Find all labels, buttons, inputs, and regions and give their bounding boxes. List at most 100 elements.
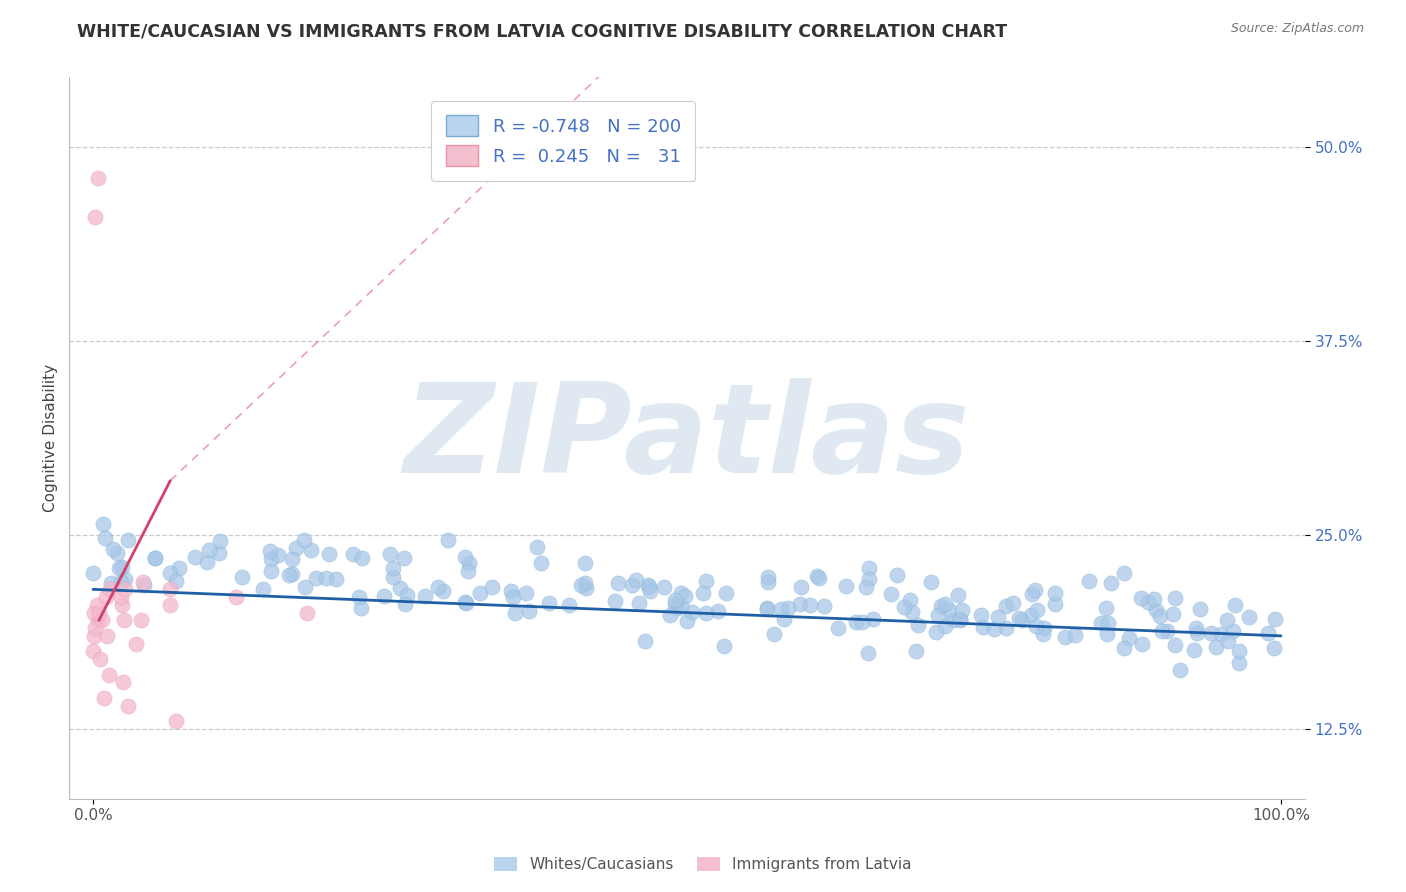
Point (946, 588, 969, 602)
Point (1227, 656, 1250, 670)
Point (1144, 603, 1167, 617)
Point (94, 531, 117, 545)
Point (1095, 626, 1118, 640)
Point (676, 615, 699, 629)
Point (1149, 608, 1171, 623)
Point (1237, 610, 1260, 624)
Point (225, 590, 247, 604)
Point (515, 585, 537, 599)
Point (294, 581, 316, 595)
Point (413, 590, 436, 604)
Point (1201, 626, 1223, 640)
Point (1168, 663, 1191, 677)
Point (1032, 627, 1054, 641)
Point (1032, 622, 1054, 636)
Point (695, 574, 717, 589)
Point (931, 599, 953, 614)
Point (502, 590, 524, 604)
Legend: R = -0.748   N = 200, R =  0.245   N =   31: R = -0.748 N = 200, R = 0.245 N = 31 (432, 101, 696, 180)
Point (1218, 633, 1240, 648)
Point (96, 629, 118, 643)
Point (1164, 638, 1187, 652)
Point (132, 574, 155, 589)
Point (457, 564, 479, 578)
Point (93, 690, 115, 705)
Point (159, 582, 181, 597)
Point (1043, 597, 1066, 611)
Point (373, 590, 395, 604)
Point (987, 610, 1010, 624)
Point (82, 566, 104, 581)
Point (851, 615, 873, 629)
Point (91, 517, 114, 532)
Point (1184, 621, 1206, 635)
Point (381, 561, 404, 575)
Point (96, 590, 118, 604)
Point (83, 629, 105, 643)
Point (112, 675, 135, 690)
Point (770, 602, 793, 616)
Point (1188, 602, 1211, 616)
Point (124, 637, 146, 651)
Point (972, 620, 994, 634)
Point (605, 594, 627, 608)
Point (107, 561, 129, 575)
Point (1118, 631, 1140, 645)
Point (292, 533, 315, 547)
Point (209, 534, 232, 549)
Point (295, 606, 318, 620)
Point (83, 606, 105, 620)
Point (995, 599, 1018, 614)
Point (252, 582, 274, 597)
Point (117, 533, 139, 548)
Point (671, 599, 693, 613)
Point (1156, 624, 1178, 639)
Point (970, 607, 993, 622)
Point (457, 556, 479, 570)
Point (1211, 626, 1233, 640)
Point (1112, 566, 1135, 580)
Point (426, 580, 449, 594)
Point (530, 557, 553, 571)
Point (114, 573, 136, 587)
Point (381, 570, 404, 584)
Point (638, 580, 661, 594)
Text: ZIPatlas: ZIPatlas (404, 377, 970, 499)
Point (112, 613, 135, 627)
Point (621, 578, 644, 592)
Point (575, 582, 598, 596)
Point (110, 590, 132, 604)
Point (129, 613, 152, 627)
Point (1182, 642, 1205, 657)
Point (325, 572, 347, 586)
Point (97, 667, 120, 681)
Point (267, 548, 290, 562)
Point (505, 606, 527, 620)
Point (301, 543, 323, 558)
Point (481, 580, 503, 594)
Point (285, 541, 308, 555)
Point (640, 584, 662, 599)
Point (652, 580, 675, 594)
Point (898, 593, 921, 607)
Point (132, 578, 155, 592)
Point (1078, 574, 1101, 588)
Point (1024, 582, 1046, 597)
Point (904, 644, 927, 658)
Point (350, 600, 373, 615)
Point (995, 621, 1018, 635)
Point (893, 599, 915, 614)
Point (666, 601, 689, 615)
Point (1045, 586, 1067, 600)
Point (1227, 644, 1250, 658)
Point (862, 612, 884, 626)
Point (1152, 624, 1174, 639)
Point (159, 598, 181, 612)
Point (111, 559, 134, 574)
Point (342, 547, 364, 561)
Legend: Whites/Caucasians, Immigrants from Latvia: Whites/Caucasians, Immigrants from Latvi… (486, 849, 920, 880)
Point (942, 613, 965, 627)
Point (281, 552, 304, 566)
Point (1019, 607, 1042, 622)
Point (454, 596, 477, 610)
